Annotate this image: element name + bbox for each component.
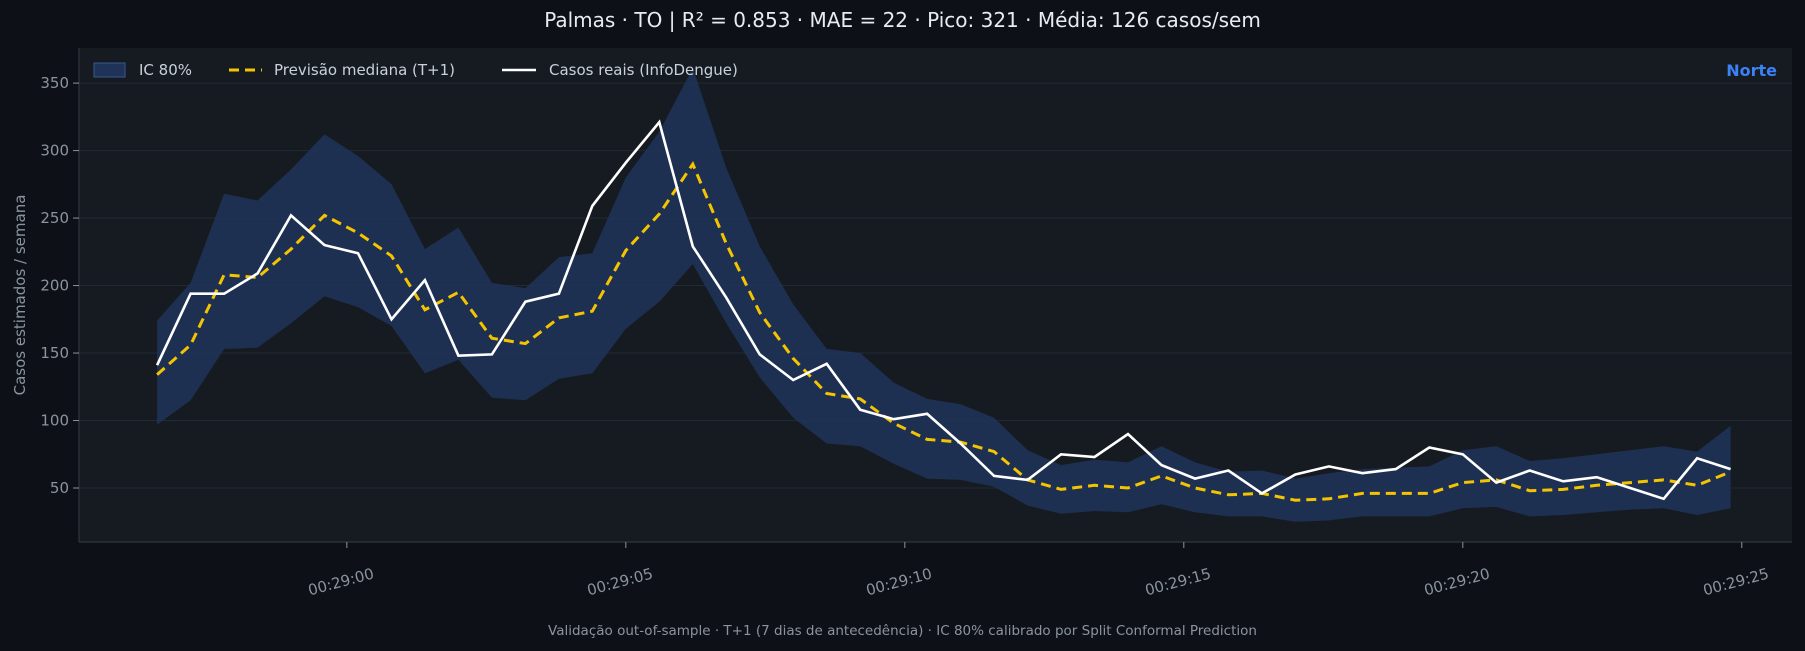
median-forecast-line [156,160,1732,502]
x-tick-label: 00:29:25 [1701,564,1771,599]
x-tick-label: 00:29:15 [1143,564,1213,599]
actual-cases-line [155,119,1731,501]
ic80-band [157,68,1731,522]
x-tick-label: 00:29:00 [306,564,376,599]
y-tick-label: 250 [40,209,69,227]
legend: IC 80% Previsão mediana (T+1) Casos reai… [93,61,738,79]
legend-label-actual: Casos reais (InfoDengue) [549,61,738,79]
y-axis-label: Casos estimados / semana [11,195,29,396]
x-tick-label: 00:29:20 [1422,564,1492,599]
y-tick-label: 350 [40,74,69,92]
chart-title: Palmas · TO | R² = 0.853 · MAE = 22 · Pi… [544,8,1261,32]
y-tick-label: 300 [40,142,69,160]
x-axis-ticks: 00:29:00 00:29:05 00:29:10 00:29:15 00:29:20… [306,542,1771,599]
y-tick-label: 100 [40,412,69,430]
legend-label-median: Previsão mediana (T+1) [274,61,455,79]
y-axis-ticks: 50 100 150 200 250 300 350 [40,74,79,497]
y-tick-label: 150 [40,344,69,362]
y-tick-label: 50 [50,479,69,497]
x-tick-label: 00:29:10 [864,564,934,599]
x-tick-label: 00:29:05 [585,564,655,599]
y-tick-label: 200 [40,277,69,295]
legend-label-ic80: IC 80% [139,61,192,79]
region-label: Norte [1726,61,1777,80]
legend-swatch-ic80 [93,62,126,78]
footer-note: Validação out-of-sample · T+1 (7 dias de… [548,623,1257,639]
axes [78,48,1792,543]
